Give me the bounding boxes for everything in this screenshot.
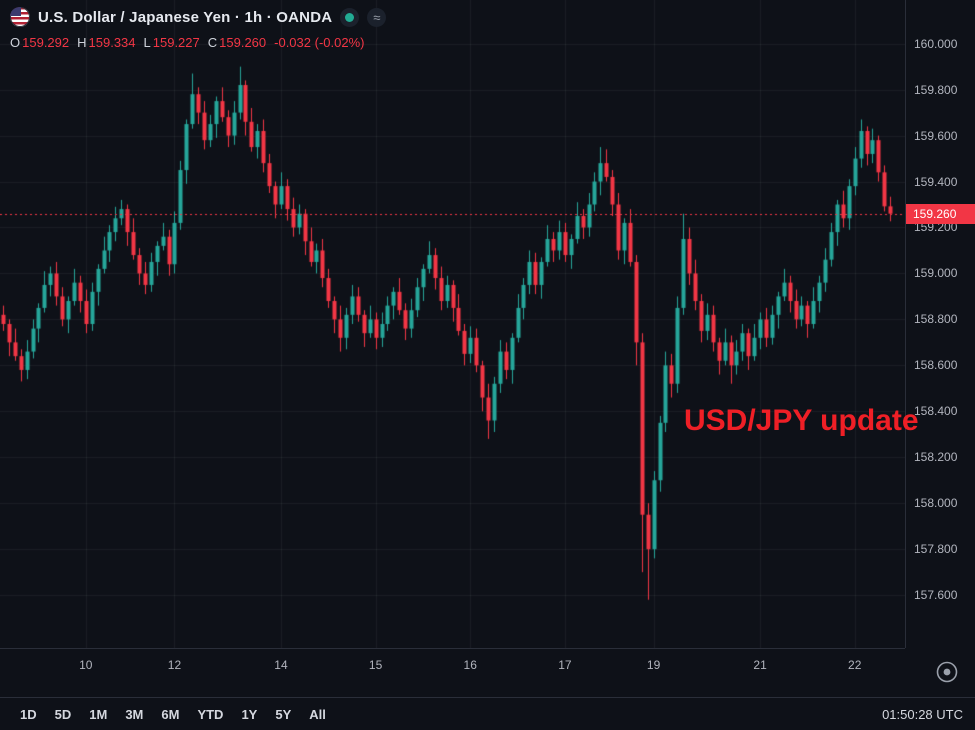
range-button-3m[interactable]: 3M: [117, 703, 151, 726]
price-tick-label: 158.400: [914, 404, 958, 419]
range-button-5d[interactable]: 5D: [47, 703, 80, 726]
low-label: L: [143, 35, 151, 50]
high-label: H: [77, 35, 87, 50]
usdjpy-update-annotation: USD/JPY update: [684, 404, 919, 437]
clock-timezone-button[interactable]: 01:50:28 UTC: [882, 706, 963, 722]
date-tick-label: 12: [167, 658, 182, 672]
price-tick-label: 159.400: [914, 174, 958, 189]
price-tick-label: 159.000: [914, 266, 958, 281]
date-tick-label: 19: [646, 658, 661, 672]
range-button-5y[interactable]: 5Y: [267, 703, 299, 726]
price-tick-label: 159.800: [914, 82, 958, 97]
price-tick-label: 159.200: [914, 220, 958, 235]
close-label: C: [207, 35, 218, 50]
approx-data-chip[interactable]: ≈: [367, 7, 387, 27]
price-tick-label: 157.800: [914, 542, 958, 557]
low-value: 159.227: [152, 35, 200, 50]
price-tick-label: 160.000: [914, 36, 958, 51]
date-tick-label: 15: [368, 658, 383, 672]
price-tick-label: 158.800: [914, 312, 958, 327]
candlestick-chart[interactable]: [0, 0, 905, 648]
price-axis[interactable]: 160.000 159.800 159.600 159.400 159.200 159.0…: [905, 0, 975, 648]
market-open-dot-icon: [345, 12, 355, 22]
price-tick-label: 158.200: [914, 450, 958, 465]
date-tick-label: 16: [463, 658, 477, 672]
high-value: 159.334: [88, 35, 136, 50]
price-tick-label: 158.600: [914, 358, 958, 373]
open-value: 159.292: [22, 35, 70, 50]
date-tick-label: 14: [274, 658, 288, 672]
range-button-1y[interactable]: 1Y: [233, 703, 265, 726]
range-button-6m[interactable]: 6M: [153, 703, 187, 726]
close-value: 159.260: [219, 35, 267, 50]
bottom-toolbar: 1D 5D 1M 3M 6M YTD 1Y 5Y All 01:50:28 UTC: [0, 697, 975, 730]
range-button-1m[interactable]: 1M: [81, 703, 115, 726]
range-selector: 1D 5D 1M 3M 6M YTD 1Y 5Y All: [12, 703, 334, 726]
symbol-title[interactable]: U.S. Dollar / Japanese Yen · 1h · OANDA: [38, 8, 333, 26]
price-tick-label: 158.000: [914, 496, 958, 511]
last-price-tag: 159.260: [906, 203, 975, 224]
open-label: O: [10, 35, 21, 50]
price-tick-label: 157.600: [914, 588, 958, 603]
range-button-all[interactable]: All: [301, 703, 334, 726]
time-axis[interactable]: 10 12 14 15 16 17 19 21 22: [0, 648, 905, 683]
symbol-header[interactable]: U.S. Dollar / Japanese Yen · 1h · OANDA …: [10, 7, 387, 27]
ohlc-readout: O 159.292 H 159.334 L 159.227 C 159.260 -0.0…: [10, 35, 364, 50]
camera-icon[interactable]: [934, 659, 960, 685]
range-button-ytd[interactable]: YTD: [189, 703, 231, 726]
price-tick-label: 159.600: [914, 128, 958, 143]
change-value: -0.032 (-0.02%): [274, 35, 365, 50]
market-status-chip[interactable]: [340, 7, 360, 27]
us-flag-icon: [10, 7, 30, 27]
range-button-1d[interactable]: 1D: [12, 703, 45, 726]
approx-icon: ≈: [373, 9, 381, 25]
date-tick-label: 10: [79, 658, 93, 672]
date-tick-label: 21: [753, 658, 767, 672]
date-tick-label: 22: [848, 658, 862, 672]
date-tick-label: 17: [558, 658, 572, 672]
